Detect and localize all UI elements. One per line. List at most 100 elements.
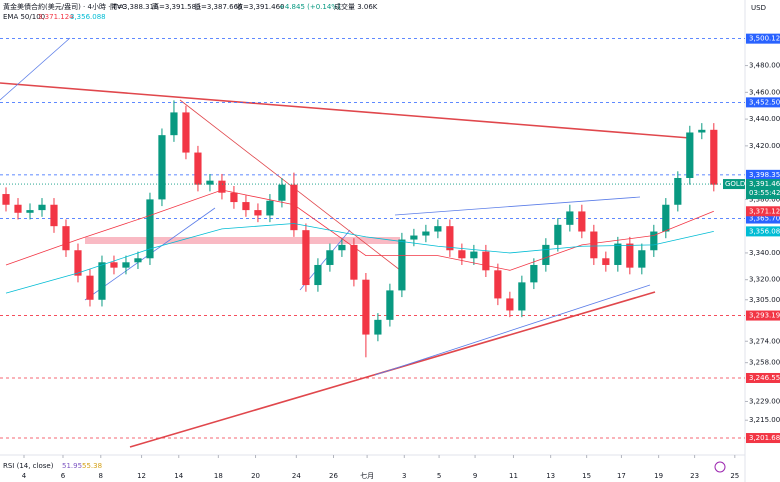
ema-label: 3,356.088 (749, 227, 780, 235)
x-tick-label: 19 (654, 472, 663, 480)
level-label: 3,293.198 (749, 312, 780, 320)
x-tick-label: 23 (690, 472, 699, 480)
trend-line (179, 99, 401, 271)
candle-body (242, 202, 250, 211)
candle-body (698, 129, 706, 133)
candle-body (326, 250, 334, 265)
candle-body (290, 184, 298, 231)
level-badge (746, 372, 780, 383)
level-badge (746, 169, 780, 180)
y-tick-label: 3,380.000 (749, 195, 780, 203)
x-tick-label: 14 (174, 472, 183, 480)
symbol-badge (723, 179, 745, 190)
trend-line (0, 82, 691, 139)
legend-value: 3,371.124 (38, 13, 74, 21)
x-tick-label: 3 (402, 472, 406, 480)
level-label: 3,246.550 (749, 374, 780, 382)
y-tick-label: 3,229.000 (749, 397, 780, 405)
y-tick-label: 3,274.000 (749, 337, 780, 345)
candle-body (674, 177, 682, 205)
change: +4.845 (+0.14%) (279, 3, 341, 11)
level-label: 3,452.500 (749, 98, 780, 106)
instrument: 黃金美債合約(美元/盎司) · 4小時 · TVC (3, 2, 127, 11)
level-label: 3,398.350 (749, 171, 780, 179)
candle-body (194, 152, 202, 185)
candle-body (158, 135, 166, 200)
candle-body (14, 204, 22, 213)
rsi-ma-value: 55.38 (82, 462, 102, 470)
candle-body (86, 275, 94, 300)
candle-body (506, 298, 514, 311)
alert-icon[interactable] (714, 461, 726, 473)
candle-body (446, 226, 454, 251)
candle-body (386, 290, 394, 320)
candle-body (2, 194, 10, 205)
x-tick-label: 5 (437, 472, 441, 480)
y-tick-label: 3,460.000 (749, 88, 780, 96)
trend-line (394, 196, 641, 216)
level-badge (746, 310, 780, 321)
candle-body (314, 264, 322, 286)
legend-value: 3,356.088 (70, 13, 106, 21)
candle-body (374, 319, 382, 335)
y-tick-label: 3,215.000 (749, 416, 780, 424)
x-tick-label: 26 (329, 472, 338, 480)
y-tick-label: 3,420.000 (749, 142, 780, 150)
candle-body (650, 231, 658, 251)
candle-body (74, 250, 82, 276)
candle-body (50, 204, 58, 227)
candle-body (230, 192, 238, 203)
candle-body (122, 262, 130, 268)
price-badge (746, 179, 780, 200)
candle-body (218, 180, 226, 193)
x-tick-label: 13 (546, 472, 555, 480)
x-tick-label: 4 (22, 472, 27, 480)
candle-body (62, 226, 70, 251)
candle-body (182, 112, 190, 153)
x-tick-label: 17 (617, 472, 626, 480)
symbol: GOLD (725, 180, 745, 188)
rsi-label: RSI (14, close) (3, 462, 54, 470)
candle-body (254, 210, 262, 216)
rsi-value: 51.95 (62, 462, 82, 470)
candle-body (134, 258, 142, 263)
candle-body (494, 270, 502, 299)
candle-body (530, 264, 538, 283)
candle-body (470, 251, 478, 259)
candle-body (602, 258, 610, 265)
level-label: 3,500.120 (749, 35, 780, 43)
level-badge (746, 97, 780, 108)
y-tick-label: 3,258.000 (749, 359, 780, 367)
x-tick-label: 24 (292, 472, 301, 480)
ema-title: EMA 50/100 (3, 13, 45, 21)
zone (85, 237, 400, 244)
candle-body (266, 200, 274, 216)
ema-badge (746, 206, 780, 217)
level-badge (746, 33, 780, 44)
candle-body (710, 129, 718, 185)
candle-body (518, 282, 526, 311)
candle-body (422, 231, 430, 236)
candle-body (110, 262, 118, 268)
price-label: 3,391.460 (749, 180, 780, 188)
candle-body (578, 211, 586, 232)
candle-body (206, 180, 214, 185)
volume: 成交量 3.06K (334, 2, 378, 11)
candle-body (38, 204, 46, 211)
candle-body (590, 231, 598, 259)
y-tick-label: 3,305.000 (749, 296, 780, 304)
candle-body (626, 243, 634, 268)
x-tick-label: 七月 (360, 471, 374, 480)
candle-body (434, 226, 442, 232)
x-tick-label: 20 (251, 472, 260, 480)
candle-body (362, 279, 370, 335)
candle-body (458, 250, 466, 259)
level-label: 3,201.680 (749, 434, 780, 442)
candle-body (338, 244, 346, 251)
x-tick-label: 25 (730, 472, 739, 480)
level-label: 3,365.700 (749, 215, 780, 223)
x-tick-label: 12 (137, 472, 146, 480)
candle-body (398, 239, 406, 291)
candle-body (638, 250, 646, 268)
